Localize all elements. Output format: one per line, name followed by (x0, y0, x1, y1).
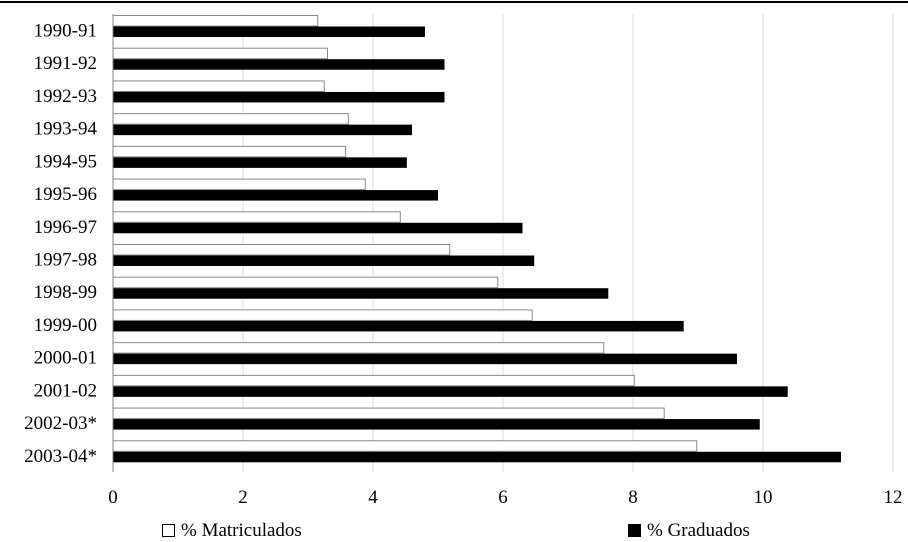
bar-matriculados (112, 15, 319, 27)
gridlines (242, 14, 894, 472)
bar-graduados (113, 26, 425, 37)
category-label: 1990-91 (34, 21, 97, 42)
bar-graduados (113, 288, 609, 299)
x-tick-label: 12 (884, 487, 903, 508)
legend-swatch-matriculados (162, 523, 175, 537)
legend-graduados: % Graduados (628, 520, 750, 542)
category-label: 1999-00 (34, 315, 97, 336)
bar-matriculados (112, 407, 665, 420)
category-label: 2002-03* (24, 413, 97, 434)
bar-matriculados (112, 145, 347, 158)
bar-matriculados (112, 244, 451, 256)
category-label: 1992-93 (34, 86, 97, 107)
legend-label-matriculados: % Matriculados (181, 520, 302, 541)
legend-label-graduados: % Graduados (647, 520, 750, 541)
bar-graduados (113, 59, 445, 70)
bar-graduados (113, 190, 438, 201)
bar-graduados (113, 91, 445, 103)
bar-matriculados (112, 113, 349, 125)
bar-matriculados (112, 309, 533, 321)
x-tick-label: 10 (754, 487, 773, 508)
bar-matriculados (112, 80, 325, 92)
bar-graduados (113, 419, 760, 430)
bar-graduados (113, 451, 841, 463)
bar-matriculados (112, 440, 698, 452)
x-tick-label: 0 (108, 487, 118, 508)
category-label: 2001-02 (34, 380, 97, 401)
bar-graduados (113, 386, 788, 397)
bar-graduados (113, 124, 412, 136)
legend-swatch-graduados (628, 523, 641, 537)
category-labels: 1990-91 1991-92 1992-93 1993-94 1994-95 1995-… (24, 21, 97, 467)
bar-graduados (113, 255, 535, 266)
bar-matriculados (112, 47, 328, 60)
category-label: 1993-94 (34, 119, 98, 140)
x-tick-label: 6 (498, 487, 508, 508)
x-tick-label: 4 (368, 487, 378, 508)
bar-graduados (113, 320, 684, 332)
bar-graduados (113, 222, 523, 234)
bar-matriculados (112, 342, 605, 354)
x-tick-labels: 0 2 4 6 8 10 12 (108, 487, 902, 508)
bar-graduados (113, 157, 407, 168)
category-label: 2000-01 (34, 348, 97, 369)
category-label: 1994-95 (34, 151, 97, 172)
category-label: 1997-98 (34, 250, 97, 271)
bars (112, 15, 841, 463)
x-tick-label: 8 (628, 487, 638, 508)
bar-matriculados (112, 276, 499, 289)
category-label: 1991-92 (34, 53, 97, 74)
x-tick-label: 2 (238, 487, 248, 508)
legend-matriculados: % Matriculados (162, 520, 302, 542)
bar-matriculados (112, 178, 366, 191)
bar-matriculados (112, 374, 635, 387)
category-label: 2003-04* (24, 446, 97, 467)
bar-graduados (113, 353, 737, 365)
bar-matriculados (112, 211, 401, 223)
category-label: 1998-99 (34, 282, 97, 303)
category-label: 1995-96 (34, 184, 97, 205)
category-label: 1996-97 (34, 217, 97, 238)
